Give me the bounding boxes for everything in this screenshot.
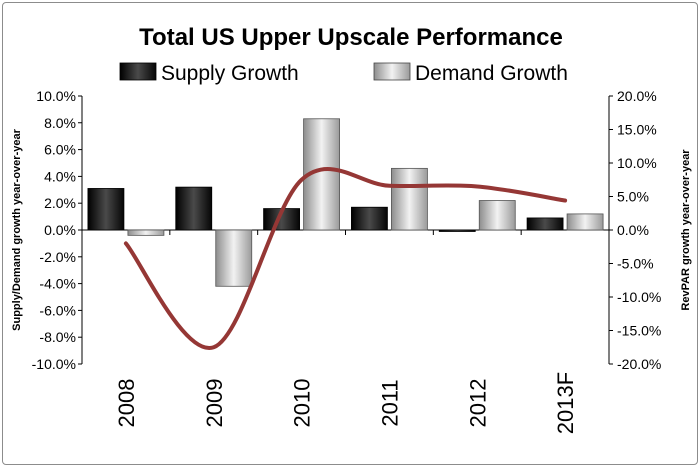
left-tick-label: -6.0% [39,302,76,318]
category-label: 2013F [553,372,578,434]
chart-title: Total US Upper Upscale Performance [139,24,563,51]
demand-bar [391,167,428,231]
ticks: 10.0% 8.0% 6.0% 4.0% 2.0% 0.0% -2.0% -4.0% -6.0%… [32,88,662,434]
left-axis-title: Supply/Demand growth year-over-year [11,128,23,330]
right-tick-label: 5.0% [617,189,649,205]
legend-swatch-supply [119,62,157,81]
bars [87,118,604,287]
supply-bar [351,206,388,231]
right-axis-title: RevPAR growth year-over-year [680,149,692,311]
left-tick-label: 10.0% [36,88,76,104]
revpar-line [123,167,568,350]
left-tick-label: 6.0% [44,142,76,158]
category-label: 2011 [377,379,402,426]
left-tick-label: 2.0% [44,195,76,211]
left-tick-label: -8.0% [39,329,76,345]
category-label: 2010 [290,379,315,428]
right-tick-label: -10.0% [617,289,661,305]
right-tick-label: 20.0% [617,88,657,104]
revpar-growth-line [123,167,568,350]
axes [78,95,613,365]
supply-bar [175,186,213,231]
left-tick-label: 8.0% [44,115,76,131]
category-label: 2009 [202,379,227,428]
chart-canvas: Total US Upper Upscale Performance Suppl… [11,24,692,434]
left-tick-label: -4.0% [39,276,76,292]
right-tick-label: -5.0% [617,256,654,272]
right-tick-label: 15.0% [617,122,657,138]
right-tick-label: 0.0% [617,222,649,238]
demand-bar [478,200,516,231]
left-tick-label: 4.0% [44,168,76,184]
category-label: 2008 [114,379,139,428]
supply-bar [438,229,476,232]
category-label: 2012 [465,379,490,428]
legend-swatch-demand [373,62,411,81]
left-tick-label: -2.0% [39,249,76,265]
supply-bar [526,217,564,231]
legend-label-demand: Demand Growth [415,62,568,85]
demand-bar [127,229,165,236]
left-tick-label: -10.0% [32,356,76,372]
supply-bar [87,188,125,231]
demand-bar [215,229,253,287]
legend-label-supply: Supply Growth [161,62,299,85]
right-tick-label: -20.0% [617,356,661,372]
demand-bar [566,213,604,231]
right-tick-label: 10.0% [617,155,657,171]
right-tick-label: -15.0% [617,323,661,339]
legend: Supply Growth Demand Growth [119,62,568,85]
left-tick-label: 0.0% [44,222,76,238]
